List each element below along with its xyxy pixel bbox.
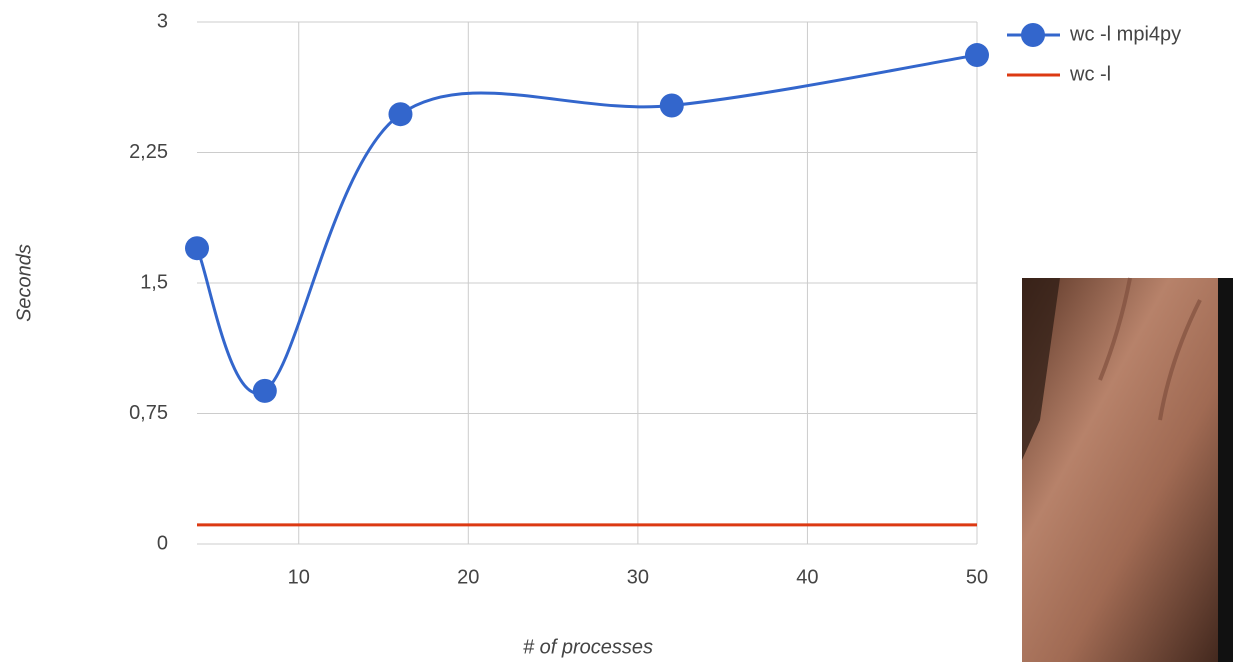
- chart: Seconds # of processes 0 0,75 1,5 2,25 3 10 20…: [0, 0, 1233, 662]
- data-point: [253, 379, 277, 403]
- data-point: [965, 43, 989, 67]
- series-line: [197, 55, 977, 393]
- photo: [1022, 278, 1233, 662]
- legend-label: wc -l mpi4py: [1069, 23, 1181, 45]
- x-tick-label: 50: [966, 566, 988, 588]
- x-axis-title: # of processes: [523, 636, 653, 658]
- y-tick-label: 2,25: [129, 141, 168, 163]
- y-tick-label: 0: [157, 532, 168, 554]
- x-tick-label: 20: [457, 566, 479, 588]
- legend-marker: [1021, 23, 1045, 47]
- x-tick-label: 30: [627, 566, 649, 588]
- data-point: [660, 94, 684, 118]
- y-tick-label: 3: [157, 10, 168, 32]
- legend-label: wc -l: [1069, 63, 1111, 85]
- y-tick-label: 0,75: [129, 402, 168, 424]
- page: {"chart_data": {"type": "line", "x_label…: [0, 0, 1233, 662]
- x-tick-label: 40: [796, 566, 818, 588]
- data-point: [388, 102, 412, 126]
- data-point: [185, 236, 209, 260]
- x-tick-label: 10: [288, 566, 310, 588]
- y-tick-label: 1,5: [140, 271, 168, 293]
- y-axis-title: Seconds: [13, 244, 35, 322]
